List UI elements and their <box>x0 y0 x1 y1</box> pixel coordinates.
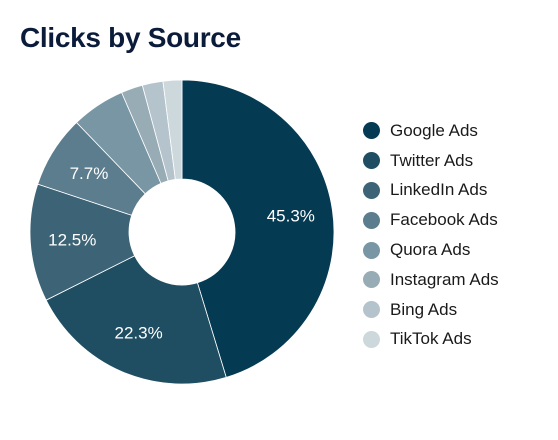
legend-swatch <box>363 211 380 229</box>
legend-label: Bing Ads <box>390 299 458 319</box>
legend-item-facebook-ads: Facebook Ads <box>363 205 499 235</box>
slice-google-ads <box>181 79 335 378</box>
data-label-twitter-ads: 22.3% <box>115 324 163 343</box>
legend-swatch <box>363 241 380 259</box>
legend-label: TikTok Ads <box>390 329 472 349</box>
legend-swatch <box>363 181 380 199</box>
legend-swatch <box>363 122 380 140</box>
legend-label: Google Ads <box>390 120 478 140</box>
chart-title: Clicks by Source <box>20 22 241 53</box>
slice-twitter-ads <box>45 255 227 385</box>
data-label-facebook-ads: 7.7% <box>70 164 109 183</box>
legend-item-bing-ads: Bing Ads <box>363 295 499 325</box>
data-label-google-ads: 45.3% <box>267 206 315 225</box>
legend-item-quora-ads: Quora Ads <box>363 235 499 265</box>
legend-swatch <box>363 271 380 289</box>
legend-swatch <box>363 330 380 348</box>
legend-item-tiktok-ads: TikTok Ads <box>363 325 499 355</box>
slice-linkedin-ads <box>29 183 136 301</box>
legend-label: Facebook Ads <box>390 210 498 230</box>
legend-swatch <box>363 152 380 170</box>
legend-item-google-ads: Google Ads <box>363 116 499 146</box>
legend-label: Quora Ads <box>390 240 471 260</box>
legend-swatch <box>363 301 380 319</box>
legend-label: Twitter Ads <box>390 150 474 170</box>
legend-item-instagram-ads: Instagram Ads <box>363 265 499 295</box>
legend-item-twitter-ads: Twitter Ads <box>363 146 499 176</box>
legend-label: Instagram Ads <box>390 269 499 289</box>
legend-label: LinkedIn Ads <box>390 180 488 200</box>
data-label-linkedin-ads: 12.5% <box>48 230 96 249</box>
legend: Google Ads Twitter Ads LinkedIn Ads Faceboo… <box>363 116 499 354</box>
slice-tiktok-ads <box>162 79 183 180</box>
legend-item-linkedin-ads: LinkedIn Ads <box>363 176 499 206</box>
